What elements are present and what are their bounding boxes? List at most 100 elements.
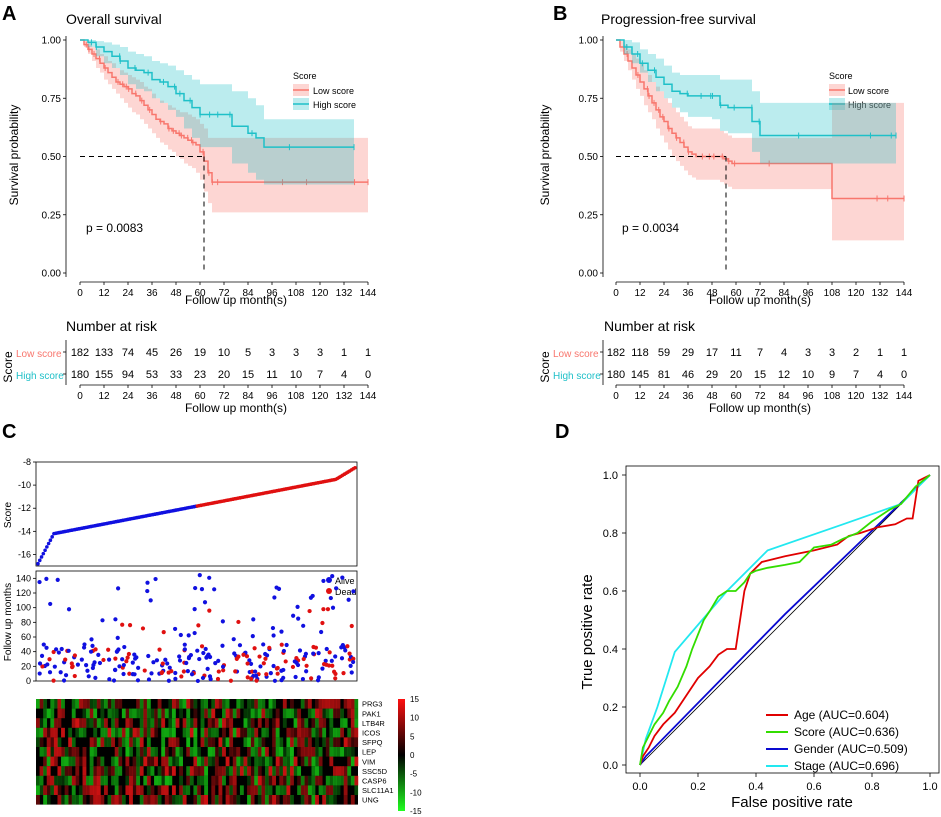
heatmap-cell: [214, 747, 219, 757]
heatmap-cell: [89, 747, 94, 757]
heatmap-cell: [211, 756, 216, 767]
survival-point: [173, 676, 178, 681]
km-curve-low-score: [616, 39, 904, 200]
heatmap-cell: [236, 766, 241, 776]
score-point: [353, 465, 357, 470]
survival-point: [293, 674, 298, 680]
heatmap-gene-label: LEP: [362, 748, 376, 757]
heatmap-cell: [161, 708, 166, 719]
heatmap-cell: [315, 708, 319, 719]
panel-label-c: C: [2, 421, 16, 443]
heatmap-cell: [257, 756, 262, 767]
heatmap-cell: [193, 795, 198, 805]
heatmap-cell: [114, 785, 119, 795]
heatmap-cell: [315, 766, 319, 776]
heatmap-cell: [197, 747, 201, 757]
heatmap-cell: [193, 737, 198, 747]
survival-point: [82, 642, 87, 647]
progression-free-survival-km-plot: Progression-free survival Survival proba…: [538, 11, 913, 415]
risk-count: 182: [71, 347, 89, 359]
score-point: [36, 561, 40, 566]
heatmap-cell: [207, 747, 212, 757]
survival-point: [192, 607, 197, 612]
heatmap-cell: [182, 699, 187, 709]
km-x-tick-label: 132: [872, 288, 889, 299]
heatmap-cell: [243, 737, 248, 747]
risk-count: 7: [317, 369, 323, 381]
survival-point: [63, 673, 69, 678]
survival-point: [192, 630, 197, 636]
heatmap-cell: [100, 699, 105, 709]
roc-x-tick-label: 0.4: [748, 781, 763, 793]
survival-point: [72, 673, 77, 679]
heatmap-cell: [43, 785, 48, 795]
heatmap-cell: [193, 708, 198, 719]
heatmap-cell: [311, 775, 316, 786]
heatmap-cell: [146, 785, 151, 795]
heatmap-cell: [164, 795, 169, 805]
risk-count: 45: [146, 347, 158, 359]
heatmap-cell: [182, 727, 187, 738]
heatmap-cell: [311, 795, 316, 805]
heatmap-cell: [300, 775, 305, 786]
survival-point: [228, 678, 233, 683]
chart-b-pvalue: p = 0.0034: [622, 221, 679, 235]
heatmap-cell: [103, 737, 108, 747]
heatmap-cell: [125, 727, 130, 738]
survival-point: [271, 633, 276, 638]
survival-point: [330, 574, 335, 579]
survival-point: [343, 648, 348, 653]
survival-point: [116, 586, 121, 591]
heatmap-cell: [89, 795, 94, 805]
survival-point: [351, 659, 356, 665]
survival-point: [291, 613, 296, 618]
heatmap-cell: [100, 775, 105, 786]
survival-point: [177, 654, 182, 659]
heatmap-cell: [53, 699, 58, 709]
heatmap-cell: [39, 747, 44, 757]
heatmap-cell: [186, 775, 191, 786]
heatmap-cell: [300, 756, 305, 767]
survival-point: [120, 622, 125, 627]
heatmap-cell: [96, 766, 101, 776]
survival-point: [207, 575, 212, 580]
heatmap-cell: [315, 699, 319, 709]
km-x-tick-label: 72: [218, 288, 230, 299]
risk-count: 20: [730, 369, 742, 381]
heatmap-cell: [243, 766, 248, 776]
risk-x-tick-label: 60: [194, 391, 206, 402]
km-curve-low-score: [80, 39, 368, 183]
heatmap-cell: [39, 718, 44, 728]
chart-d-legend-age: Age (AUC=0.604): [794, 708, 889, 722]
heatmap-cell: [82, 775, 87, 786]
heatmap-cell: [250, 766, 255, 776]
survival-point: [135, 678, 141, 683]
survival-point: [232, 651, 237, 656]
heatmap-cell: [93, 699, 98, 709]
heatmap-cell: [225, 795, 230, 805]
heatmap-cell: [100, 708, 105, 719]
heatmap-cell: [229, 775, 234, 786]
chart-b-risk-title: Number at risk: [604, 318, 696, 334]
heatmap-cell: [347, 727, 352, 738]
heatmap-cell: [204, 775, 209, 786]
heatmap-cell: [189, 718, 194, 728]
heatmap-cell: [225, 785, 230, 795]
heatmap-cell: [75, 756, 80, 767]
km-x-tick-label: 120: [312, 288, 329, 299]
heatmap-cell: [43, 708, 48, 719]
heatmap-cell: [157, 795, 162, 805]
heatmap-cell: [193, 766, 198, 776]
heatmap-cell: [111, 699, 116, 709]
panel-label-a: A: [2, 3, 16, 25]
heatmap-cell: [264, 708, 269, 719]
heatmap-cell: [350, 747, 355, 757]
heatmap-cell: [50, 699, 55, 709]
risk-x-tick-label: 12: [634, 391, 646, 402]
survival-point: [304, 669, 309, 674]
heatmap-cell: [232, 756, 237, 767]
heatmap-cell: [257, 708, 262, 719]
heatmap-cell: [272, 737, 277, 747]
heatmap-cell: [171, 785, 176, 795]
heatmap-cell: [114, 727, 119, 738]
